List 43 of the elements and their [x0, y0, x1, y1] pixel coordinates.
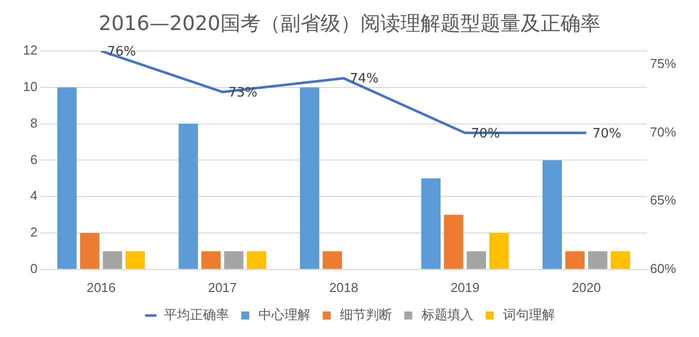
bar: [102, 251, 122, 269]
bar: [421, 178, 441, 269]
y-tick-label: 8: [30, 115, 38, 130]
y2-tick-label: 60%: [650, 260, 676, 276]
bar: [57, 87, 77, 269]
bar: [444, 214, 464, 269]
y-tick-label: 4: [30, 188, 38, 204]
bar: [246, 251, 266, 269]
bar: [565, 251, 585, 269]
x-tick-label: 2017: [208, 280, 237, 295]
bar: [610, 251, 630, 269]
legend-label: 标题填入: [420, 307, 474, 322]
y-tick-label: 2: [30, 224, 38, 240]
bar: [489, 233, 509, 269]
bar: [178, 124, 198, 269]
legend-label: 中心理解: [258, 307, 310, 322]
data-label: 76%: [107, 44, 136, 60]
bar: [466, 251, 486, 269]
data-label: 74%: [350, 72, 379, 87]
x-tick-label: 2018: [329, 280, 358, 295]
y2-tick-label: 65%: [650, 192, 676, 208]
bar: [126, 251, 145, 269]
legend-label: 平均正确率: [164, 307, 229, 322]
bar: [80, 233, 100, 269]
x-tick-label: 2016: [86, 280, 116, 295]
x-tick-label: 2019: [450, 280, 480, 295]
legend-label: 词句理解: [502, 307, 555, 322]
y2-tick-label: 70%: [650, 124, 676, 140]
y2-tick-label: 75%: [650, 56, 676, 72]
y-tick-label: 12: [22, 42, 38, 58]
chart-title: 2016—2020国考（副省级）阅读理解题型题量及正确率: [98, 11, 600, 36]
y-tick-label: 0: [30, 260, 38, 276]
y-tick-label: 6: [30, 152, 38, 167]
data-label: 70%: [592, 126, 622, 142]
bar: [300, 87, 320, 269]
bar: [588, 251, 608, 269]
legend-label: 细节判断: [340, 307, 392, 322]
bar: [201, 251, 221, 269]
bar: [224, 251, 244, 269]
bar: [322, 251, 342, 269]
y-tick-label: 10: [22, 78, 38, 94]
x-tick-label: 2020: [572, 280, 601, 295]
bar: [542, 160, 562, 269]
